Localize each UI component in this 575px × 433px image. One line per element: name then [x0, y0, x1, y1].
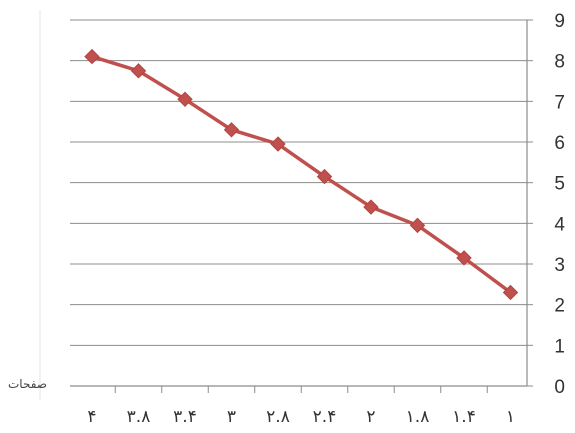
x-tick-label: ۳.۸ — [127, 407, 151, 427]
x-axis-label: صفحات — [8, 377, 47, 391]
x-tick-label: ۱.۸ — [406, 407, 430, 427]
data-point-marker — [363, 199, 379, 215]
y-tick-label: 7 — [554, 92, 565, 113]
x-tick-label: ۴ — [87, 407, 96, 427]
x-tick-label: ۱ — [506, 407, 515, 427]
y-tick-label: 4 — [554, 214, 565, 235]
y-tick-label: 1 — [554, 336, 565, 357]
y-tick-label: 5 — [554, 174, 565, 195]
data-series — [84, 48, 519, 301]
data-point-marker — [502, 284, 519, 301]
x-tick-label: ۲ — [366, 407, 375, 427]
x-tick-label: ۱.۴ — [452, 407, 476, 427]
x-tick-label: ۳ — [227, 407, 236, 427]
y-tick-label: 3 — [554, 255, 565, 276]
y-tick-label: 2 — [554, 296, 565, 317]
axes — [70, 19, 533, 393]
x-tick-labels: ۴ ۳.۸ ۳.۴ ۳ ۲.۸ ۲.۴ ۲ ۱.۸ ۱.۴ ۱ — [87, 407, 515, 427]
x-tick-label: ۲.۸ — [266, 407, 290, 427]
y-tick-labels: 0 1 2 3 4 5 6 7 8 9 — [554, 11, 565, 398]
x-tick-label: ۲.۴ — [313, 407, 337, 427]
y-tick-label: 0 — [554, 377, 565, 398]
data-point-marker — [270, 136, 286, 152]
gridlines — [70, 19, 527, 346]
data-point-marker — [177, 91, 193, 108]
data-point-marker — [316, 168, 333, 185]
y-tick-label: 8 — [554, 52, 565, 73]
series-line — [91, 54, 512, 294]
y-tick-label: 6 — [554, 133, 565, 154]
data-point-marker — [130, 63, 147, 79]
x-tick-label: ۳.۴ — [173, 407, 197, 427]
y-tick-label: 9 — [554, 11, 565, 32]
data-point-marker — [223, 122, 240, 138]
data-point-marker — [84, 48, 100, 65]
data-point-marker — [456, 250, 472, 266]
data-point-marker — [409, 217, 426, 234]
